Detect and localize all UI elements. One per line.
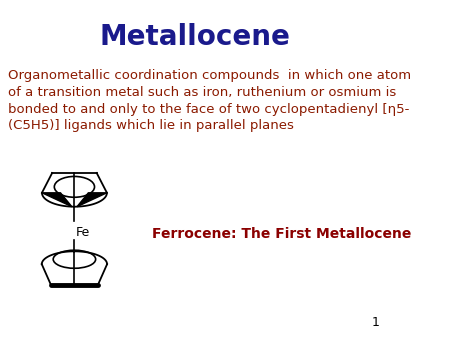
Text: Ferrocene: The First Metallocene: Ferrocene: The First Metallocene (152, 227, 411, 241)
Text: (C5H5)] ligands which lie in parallel planes: (C5H5)] ligands which lie in parallel pl… (8, 119, 294, 132)
Text: Metallocene: Metallocene (99, 23, 290, 51)
Polygon shape (77, 193, 107, 207)
Text: 1: 1 (372, 316, 379, 329)
Polygon shape (42, 193, 72, 207)
Text: of a transition metal such as iron, ruthenium or osmium is: of a transition metal such as iron, ruth… (8, 86, 396, 99)
Text: Organometallic coordination compounds  in which one atom: Organometallic coordination compounds in… (8, 69, 411, 82)
Text: bonded to and only to the face of two cyclopentadienyl [η5-: bonded to and only to the face of two cy… (8, 102, 410, 116)
Text: Fe: Fe (76, 226, 90, 239)
